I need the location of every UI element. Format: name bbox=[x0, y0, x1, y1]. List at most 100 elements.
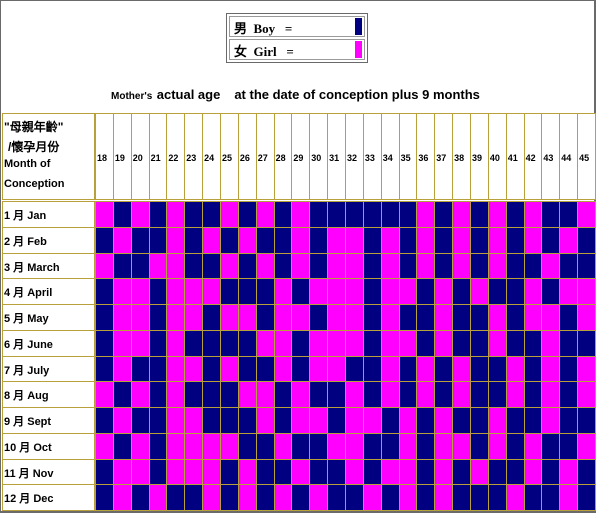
boy-cell bbox=[184, 484, 204, 511]
girl-cell bbox=[452, 226, 471, 254]
girl-cell bbox=[327, 355, 346, 383]
boy-cell bbox=[452, 407, 471, 434]
boy-cell bbox=[487, 458, 507, 486]
boy-cell bbox=[362, 304, 382, 331]
age-label: 20 bbox=[132, 153, 143, 163]
boy-cell bbox=[309, 226, 329, 254]
boy-cell bbox=[255, 226, 275, 254]
boy-cell bbox=[309, 304, 329, 331]
girl-cell bbox=[202, 458, 221, 486]
corner-text-1: "母親年齡" bbox=[4, 120, 64, 134]
boy-cell bbox=[255, 278, 275, 305]
boy-cell bbox=[273, 252, 293, 280]
girl-cell bbox=[523, 226, 543, 254]
boy-cell bbox=[416, 458, 436, 486]
girl-cell bbox=[130, 458, 150, 486]
boy-cell bbox=[577, 329, 596, 357]
boy-cell bbox=[130, 252, 150, 280]
girl-cell bbox=[344, 278, 364, 305]
boy-cell bbox=[255, 432, 275, 460]
boy-cell bbox=[362, 432, 382, 460]
age-label: 31 bbox=[329, 153, 340, 163]
boy-cell bbox=[416, 304, 436, 331]
boy-cell bbox=[291, 484, 311, 511]
girl-cell bbox=[434, 329, 454, 357]
boy-cell bbox=[327, 381, 346, 408]
girl-cell bbox=[398, 329, 418, 357]
boy-cell bbox=[148, 432, 168, 460]
boy-cell bbox=[148, 329, 168, 357]
girl-cell bbox=[344, 458, 364, 486]
age-label: 44 bbox=[561, 153, 572, 163]
girl-cell bbox=[434, 407, 454, 434]
boy-cell bbox=[434, 226, 454, 254]
boy-cell bbox=[219, 278, 239, 305]
boy-cell bbox=[184, 201, 204, 228]
girl-cell bbox=[273, 355, 293, 383]
boy-cell bbox=[541, 278, 561, 305]
boy-cell bbox=[505, 252, 525, 280]
boy-cell bbox=[166, 484, 186, 511]
girl-cell bbox=[291, 407, 311, 434]
girl-cell bbox=[184, 355, 204, 383]
girl-cell bbox=[541, 407, 561, 434]
girl-cell bbox=[380, 381, 400, 408]
legend-girl-label: 女 Girl = bbox=[234, 44, 294, 59]
girl-cell bbox=[469, 458, 489, 486]
boy-cell bbox=[184, 252, 204, 280]
boy-cell bbox=[95, 329, 114, 357]
boy-cell bbox=[202, 381, 221, 408]
age-label: 32 bbox=[346, 153, 357, 163]
girl-cell bbox=[380, 226, 400, 254]
girl-cell bbox=[541, 252, 561, 280]
girl-cell bbox=[327, 329, 346, 357]
boy-cell bbox=[202, 355, 221, 383]
boy-cell bbox=[398, 381, 418, 408]
girl-cell bbox=[112, 278, 132, 305]
boy-cell bbox=[505, 407, 525, 434]
legend-box: 男 Boy = 女 Girl = bbox=[226, 13, 368, 63]
month-label-cell bbox=[2, 484, 95, 511]
boy-cell bbox=[469, 432, 489, 460]
legend-girl-swatch bbox=[355, 41, 362, 58]
girl-cell bbox=[95, 201, 114, 228]
month-label: 5 月 May bbox=[4, 313, 49, 325]
boy-cell bbox=[469, 252, 489, 280]
boy-cell bbox=[523, 407, 543, 434]
age-label: 34 bbox=[382, 153, 393, 163]
boy-cell bbox=[469, 381, 489, 408]
boy-cell bbox=[487, 355, 507, 383]
boy-cell bbox=[309, 458, 329, 486]
boy-cell bbox=[184, 226, 204, 254]
girl-cell bbox=[327, 252, 346, 280]
girl-cell bbox=[434, 304, 454, 331]
month-label: 11 月 Nov bbox=[4, 467, 54, 480]
girl-cell bbox=[577, 355, 596, 383]
boy-cell bbox=[202, 304, 221, 331]
girl-cell bbox=[523, 304, 543, 331]
age-label: 40 bbox=[489, 153, 500, 163]
girl-cell bbox=[523, 201, 543, 228]
girl-cell bbox=[166, 304, 186, 331]
boy-cell bbox=[434, 252, 454, 280]
boy-cell bbox=[362, 355, 382, 383]
boy-cell bbox=[469, 484, 489, 511]
girl-cell bbox=[505, 381, 525, 408]
boy-cell bbox=[362, 201, 382, 228]
age-label: 43 bbox=[543, 153, 554, 163]
legend-boy-swatch bbox=[355, 18, 362, 35]
boy-cell bbox=[362, 278, 382, 305]
girl-cell bbox=[166, 381, 186, 408]
girl-cell bbox=[202, 484, 221, 511]
boy-cell bbox=[219, 381, 239, 408]
girl-cell bbox=[273, 432, 293, 460]
girl-cell bbox=[452, 252, 471, 280]
girl-cell bbox=[273, 329, 293, 357]
boy-cell bbox=[219, 226, 239, 254]
girl-cell bbox=[344, 304, 364, 331]
boy-cell bbox=[505, 201, 525, 228]
boy-cell bbox=[202, 329, 221, 357]
girl-cell bbox=[434, 278, 454, 305]
girl-cell bbox=[95, 381, 114, 408]
boy-cell bbox=[541, 458, 561, 486]
